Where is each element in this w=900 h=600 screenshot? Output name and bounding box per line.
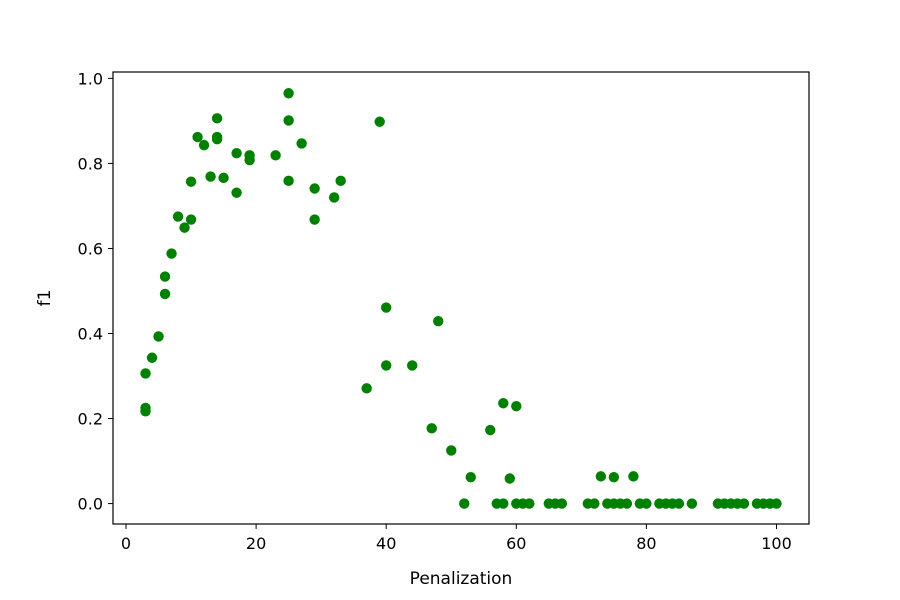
data-point bbox=[380, 360, 392, 371]
data-point bbox=[211, 133, 223, 145]
y-tick-label: 0.6 bbox=[78, 239, 103, 258]
x-axis-label: Penalization bbox=[410, 569, 513, 589]
data-point bbox=[511, 401, 522, 412]
data-point bbox=[673, 498, 685, 509]
data-point bbox=[485, 424, 496, 436]
data-point bbox=[498, 498, 509, 509]
data-point bbox=[608, 472, 620, 483]
data-point bbox=[433, 315, 444, 327]
data-point bbox=[380, 302, 392, 313]
data-point bbox=[140, 406, 151, 417]
data-point bbox=[738, 498, 750, 509]
data-point bbox=[621, 498, 633, 509]
data-point bbox=[686, 498, 698, 509]
data-point bbox=[140, 368, 151, 379]
x-tick-label: 80 bbox=[636, 534, 656, 553]
data-point bbox=[146, 352, 158, 363]
data-point bbox=[205, 171, 216, 182]
y-axis: 0.0 0.2 0.4 0.6 0.8 1.0 bbox=[78, 69, 113, 514]
data-point bbox=[166, 248, 177, 259]
y-tick-label: 1.0 bbox=[78, 69, 103, 88]
data-point bbox=[771, 498, 782, 509]
data-point bbox=[211, 113, 223, 124]
data-point bbox=[524, 498, 535, 509]
data-point bbox=[465, 472, 476, 483]
data-point bbox=[159, 271, 171, 282]
data-point bbox=[335, 175, 346, 187]
data-point bbox=[185, 176, 197, 187]
data-point bbox=[504, 473, 515, 484]
x-tick-label: 60 bbox=[506, 534, 526, 553]
data-point bbox=[595, 471, 607, 482]
data-point bbox=[426, 423, 437, 434]
y-tick-label: 0.2 bbox=[78, 410, 103, 429]
data-point bbox=[172, 211, 184, 222]
y-tick-label: 0.4 bbox=[78, 325, 103, 344]
data-point bbox=[270, 150, 281, 161]
data-point bbox=[296, 138, 307, 149]
y-axis-label: f1 bbox=[35, 290, 55, 307]
data-point bbox=[309, 214, 320, 225]
data-point bbox=[185, 214, 197, 225]
data-point bbox=[218, 172, 229, 184]
data-point bbox=[459, 498, 470, 509]
data-point bbox=[361, 383, 372, 394]
data-point bbox=[498, 398, 509, 409]
plot-area bbox=[112, 71, 810, 525]
data-point bbox=[159, 288, 171, 300]
data-point bbox=[244, 154, 255, 166]
x-tick-label: 100 bbox=[761, 534, 792, 553]
data-point bbox=[283, 175, 294, 187]
data-point bbox=[153, 331, 164, 342]
x-tick-label: 0 bbox=[121, 534, 131, 553]
data-point bbox=[231, 187, 242, 198]
data-point bbox=[628, 471, 639, 482]
data-point bbox=[179, 222, 190, 233]
data-point bbox=[446, 445, 457, 456]
x-tick-label: 40 bbox=[376, 534, 396, 553]
data-points bbox=[140, 88, 782, 509]
data-point bbox=[192, 131, 203, 143]
x-tick-label: 20 bbox=[246, 534, 266, 553]
data-point bbox=[641, 498, 652, 509]
data-point bbox=[309, 183, 320, 194]
data-point bbox=[283, 115, 294, 126]
data-point bbox=[589, 498, 600, 509]
data-point bbox=[374, 116, 385, 127]
y-tick-label: 0.0 bbox=[78, 495, 103, 514]
data-point bbox=[556, 498, 568, 509]
data-point bbox=[198, 139, 210, 151]
x-axis: 0 20 40 60 80 100 bbox=[121, 524, 792, 553]
y-tick-label: 0.8 bbox=[78, 154, 103, 173]
data-point bbox=[407, 360, 418, 371]
data-point bbox=[328, 192, 340, 203]
data-point bbox=[283, 88, 294, 99]
data-point bbox=[231, 148, 242, 159]
